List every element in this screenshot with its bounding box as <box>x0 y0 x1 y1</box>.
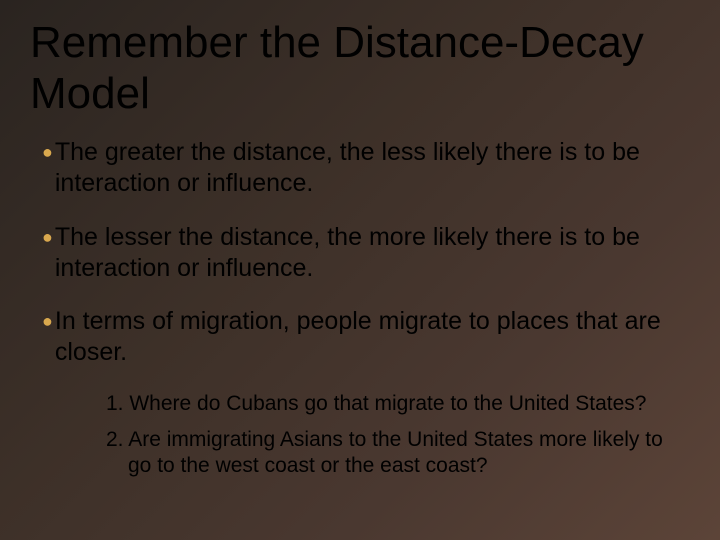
bullet-text: The greater the distance, the less likel… <box>55 137 690 200</box>
list-item: ● The greater the distance, the less lik… <box>42 137 690 200</box>
sub-list-item: 2. Are immigrating Asians to the United … <box>106 427 690 480</box>
bullet-list: ● The greater the distance, the less lik… <box>30 137 690 479</box>
bullet-icon: ● <box>42 137 53 200</box>
list-item: ● In terms of migration, people migrate … <box>42 306 690 369</box>
bullet-icon: ● <box>42 222 53 285</box>
bullet-icon: ● <box>42 306 53 369</box>
sub-list: 1. Where do Cubans go that migrate to th… <box>42 391 690 480</box>
bullet-text: The lesser the distance, the more likely… <box>55 222 690 285</box>
slide-title: Remember the Distance-Decay Model <box>30 18 690 119</box>
bullet-text: In terms of migration, people migrate to… <box>55 306 690 369</box>
list-item: ● The lesser the distance, the more like… <box>42 222 690 285</box>
slide: Remember the Distance-Decay Model ● The … <box>0 0 720 540</box>
sub-list-item: 1. Where do Cubans go that migrate to th… <box>106 391 690 417</box>
